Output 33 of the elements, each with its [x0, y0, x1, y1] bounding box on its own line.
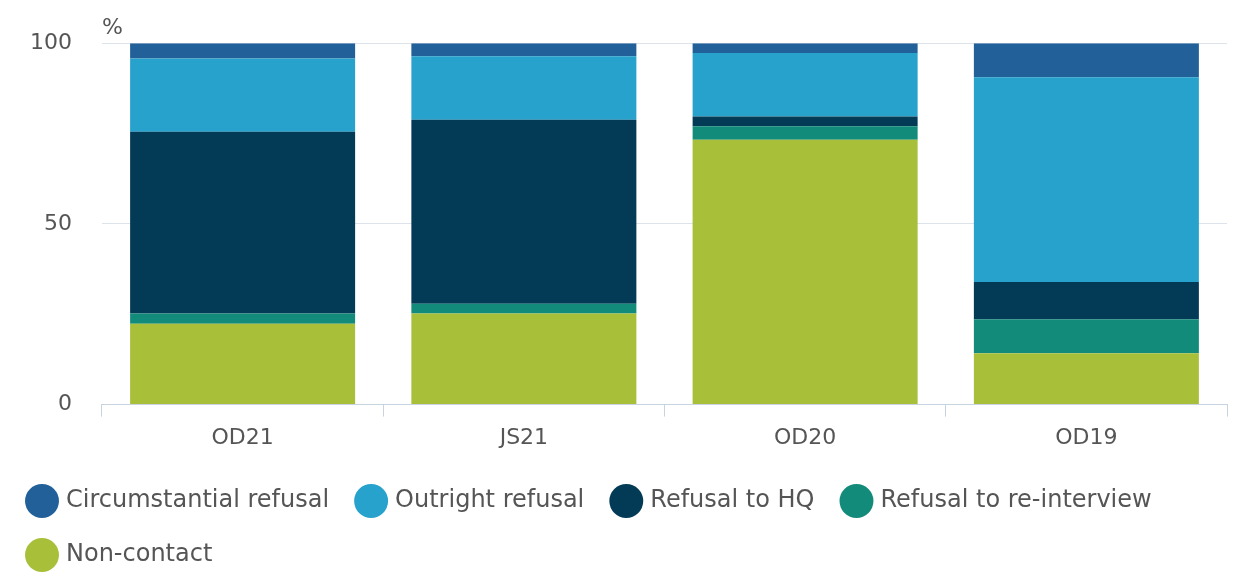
- y-tick-label: 50: [43, 209, 72, 235]
- y-axis-title: %: [101, 13, 123, 39]
- bar: [973, 353, 1199, 405]
- y-tick-label: 0: [57, 390, 72, 416]
- bar: [973, 77, 1199, 283]
- x-tick-label: JS21: [497, 423, 549, 449]
- bar: [692, 52, 918, 117]
- bar: [973, 319, 1199, 354]
- bar: [130, 131, 356, 314]
- bar: [692, 126, 918, 140]
- x-tick-label: OD20: [773, 423, 837, 449]
- legend-label: Circumstantial refusal: [66, 485, 330, 514]
- bar: [130, 43, 356, 59]
- bar: [973, 43, 1199, 78]
- bar: [411, 43, 637, 57]
- bar: [692, 116, 918, 127]
- bar: [973, 282, 1199, 320]
- bar: [411, 56, 637, 120]
- x-tick-label: OD21: [211, 423, 274, 449]
- bar: [130, 323, 356, 405]
- bar: [411, 119, 637, 304]
- bar: [692, 43, 918, 53]
- x-tick-label: OD19: [1055, 423, 1118, 449]
- bar: [130, 313, 356, 324]
- y-tick-label: 100: [29, 28, 72, 54]
- bar: [411, 313, 637, 405]
- legend-label: Outright refusal: [395, 485, 585, 514]
- legend-label: Refusal to re-interview: [880, 485, 1152, 514]
- legend-label: Refusal to HQ: [650, 485, 815, 514]
- bar: [411, 303, 637, 314]
- legend-label: Non-contact: [66, 539, 213, 568]
- bar: [692, 139, 918, 405]
- bar: [130, 58, 356, 132]
